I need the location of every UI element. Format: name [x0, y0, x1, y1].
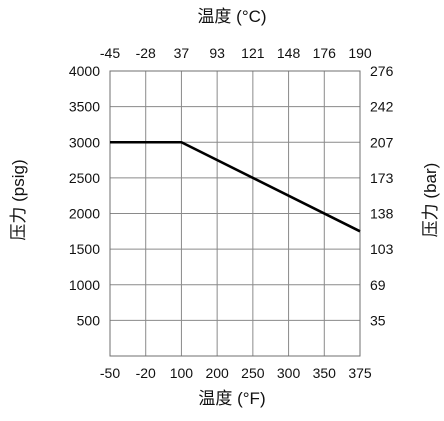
y-right-tick-label: 173 [370, 170, 394, 186]
x-top-axis-title: 温度 (°C) [197, 7, 266, 26]
y-right-tick-label: 207 [370, 134, 394, 150]
tick-labels: 500 35 1000 69 1500 103 2000 138 2500 173 3000 207 3… [69, 45, 394, 381]
series-layer [110, 140, 361, 233]
y-left-axis-title: 压力 (psig) [9, 159, 28, 240]
x-bottom-tick-label: 375 [348, 365, 372, 381]
y-left-tick-label: 3000 [69, 134, 100, 150]
y-left-tick-label: 1000 [69, 277, 100, 293]
x-bottom-tick-label: 350 [313, 365, 337, 381]
pressure-rating-line [110, 140, 361, 233]
y-right-tick-label: 103 [370, 241, 394, 257]
x-top-tick-label: 190 [348, 45, 372, 61]
x-top-tick-label: 176 [313, 45, 337, 61]
x-bottom-axis-title: 温度 (°F) [198, 389, 265, 408]
x-top-tick-label: 37 [174, 45, 190, 61]
y-right-tick-label: 138 [370, 206, 394, 222]
y-left-tick-label: 500 [77, 312, 101, 328]
y-right-tick-label: 35 [370, 312, 386, 328]
y-left-tick-label: 2000 [69, 206, 100, 222]
y-left-tick-label: 3500 [69, 99, 100, 115]
x-bottom-tick-label: 200 [205, 365, 229, 381]
y-right-tick-label: 242 [370, 99, 394, 115]
x-bottom-tick-label: 300 [277, 365, 301, 381]
x-bottom-tick-label: 100 [170, 365, 194, 381]
x-top-tick-label: 93 [209, 45, 225, 61]
x-bottom-tick-label: -20 [136, 365, 156, 381]
x-top-tick-label: 121 [241, 45, 265, 61]
y-right-tick-label: 276 [370, 63, 394, 79]
y-right-axis-title: 压力 (bar) [421, 163, 440, 238]
y-left-tick-label: 1500 [69, 241, 100, 257]
x-bottom-tick-label: 250 [241, 365, 265, 381]
x-bottom-tick-label: -50 [100, 365, 120, 381]
y-left-tick-label: 4000 [69, 63, 100, 79]
y-left-tick-label: 2500 [69, 170, 100, 186]
x-top-tick-label: 148 [277, 45, 301, 61]
plot-frame [109, 70, 361, 357]
x-top-tick-label: -45 [100, 45, 120, 61]
x-top-tick-label: -28 [136, 45, 156, 61]
y-right-tick-label: 69 [370, 277, 386, 293]
